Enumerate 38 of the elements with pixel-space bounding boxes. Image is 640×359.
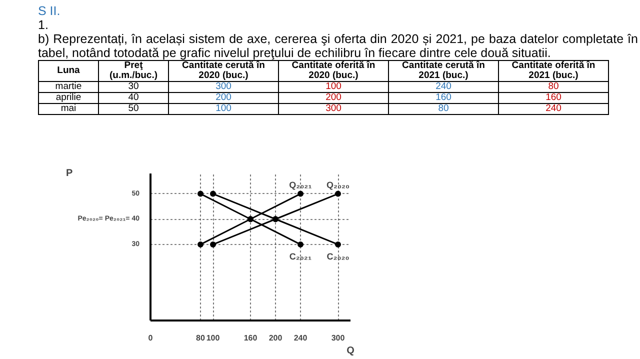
text: Cantitate cerută în 2021 (buc.) [388,60,498,82]
text: 240 [388,81,498,92]
x-tick-label: 100 [206,334,220,342]
x-tick-label: 160 [244,334,258,342]
text: Cantitate oferită în 2020 (buc.) [278,60,388,82]
x-tick-label: 300 [331,334,346,342]
text: b) Reprezentați, în același sistem de axe, cererea şi oferta din 2020 și 2021, pe baza datelor completate în tabel, notând totodată pe grafic nivelul preţului de echilibru în fiecare dintre cele două situatii. [38,32,638,60]
text: 80 [498,81,608,92]
text: 300 [278,103,388,114]
series-label: C₂₀₂₁ [289,251,312,262]
x-axis-title: Q [346,346,355,356]
text: 300 [168,81,278,92]
text: aprilie [38,92,98,104]
text: 100 [278,81,388,92]
text: 40 [98,92,168,104]
text: 200 [278,92,388,104]
text: 100 [168,103,278,114]
x-tick-label: 0 [148,334,154,342]
x-tick-label: 200 [268,334,283,342]
text: Cantitate cerută în 2020 (buc.) [168,60,278,82]
text: Luna [38,60,98,82]
x-tick-label: 240 [294,334,308,342]
y-axis-title: P [66,168,74,179]
series-label: Q₂₀₂₁ [289,180,312,190]
text: 200 [168,92,278,104]
text: Preţ (u.m./buc.) [98,60,168,82]
text: 160 [388,92,498,104]
text: S II. [38,4,62,18]
text: mai [38,103,98,114]
series-label: Q₂₀₂₀ [326,180,350,190]
x-tick-label: 80 [196,334,206,342]
series-label: C₂₀₂₀ [326,251,350,262]
text: Cantitate oferită în 2021 (buc.) [498,60,608,82]
text: martie [38,81,98,92]
text: 240 [498,103,608,114]
text: 160 [498,92,608,104]
text: 1. [38,18,50,32]
text: 80 [388,103,498,114]
